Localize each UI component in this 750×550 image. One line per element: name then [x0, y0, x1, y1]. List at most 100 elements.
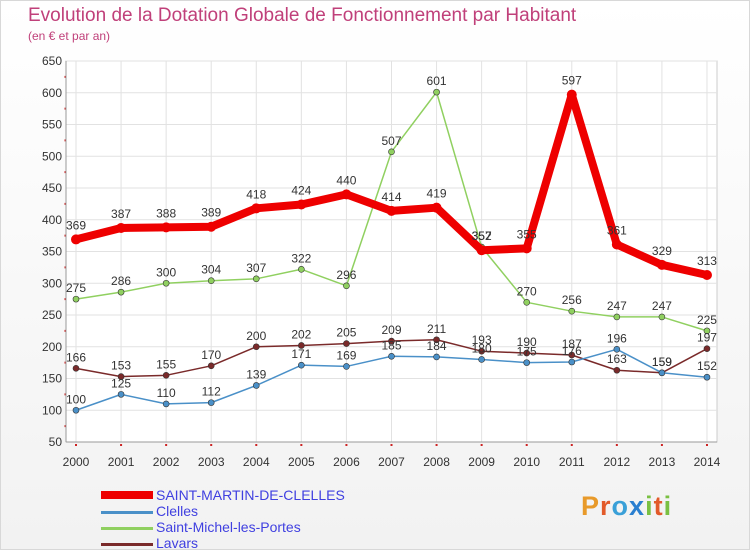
data-label-saint-michel-les-portes: 256 — [562, 293, 582, 307]
data-label-saint-michel-les-portes: 357 — [472, 229, 492, 243]
point-lavars — [252, 343, 260, 351]
proxiti-logo: Proxiti — [581, 491, 673, 521]
data-label-clelles: 169 — [336, 348, 356, 362]
data-label-clelles: 175 — [517, 345, 537, 359]
x-minor-tick — [75, 444, 77, 446]
y-tick-label: 350 — [42, 245, 62, 259]
point-clelles — [252, 382, 260, 389]
point-saint-michel-les-portes — [298, 265, 305, 273]
point-clelles — [162, 400, 170, 408]
point-saint-michel-les-portes — [207, 277, 215, 285]
x-tick-label: 2006 — [333, 455, 360, 469]
x-tick-label: 2004 — [243, 455, 270, 469]
x-minor-tick — [525, 444, 528, 446]
point-lavars — [388, 337, 395, 345]
point-clelles — [343, 363, 350, 370]
point-saint-michel-les-portes — [703, 327, 711, 335]
x-tick-label: 2009 — [468, 455, 495, 469]
point-lavars — [613, 366, 621, 374]
legend-item-lavars[interactable]: Lavars — [101, 535, 421, 549]
legend: SAINT-MARTIN-DE-CLELLES Clelles Saint-Mi… — [101, 487, 421, 549]
data-label-saint-martin-de-clelles: 597 — [562, 74, 582, 88]
legend-item-saint-michel[interactable]: Saint-Michel-les-Portes — [101, 519, 421, 535]
data-label-lavars: 163 — [607, 352, 627, 366]
point-saint-martin-de-clelles — [476, 245, 487, 256]
y-tick-label: 550 — [42, 118, 62, 132]
data-label-clelles: 112 — [202, 385, 221, 399]
y-tick-label: 650 — [42, 54, 62, 68]
point-clelles — [433, 353, 440, 361]
x-tick-label: 2007 — [378, 455, 405, 469]
point-saint-martin-de-clelles — [656, 259, 667, 270]
point-saint-michel-les-portes — [388, 148, 395, 156]
data-label-lavars: 209 — [381, 323, 401, 337]
point-saint-martin-de-clelles — [71, 234, 81, 245]
grid — [65, 60, 718, 443]
data-label-lavars: 202 — [291, 327, 311, 341]
legend-item-clelles[interactable]: Clelles — [101, 503, 421, 519]
data-label-saint-michel-les-portes: 275 — [66, 281, 86, 295]
point-lavars — [433, 336, 440, 344]
data-label-clelles: 139 — [246, 367, 266, 381]
point-saint-michel-les-portes — [433, 88, 440, 96]
x-tick-label: 2013 — [649, 455, 676, 469]
data-label-saint-michel-les-portes: 286 — [111, 274, 131, 288]
data-label-saint-michel-les-portes: 270 — [517, 284, 537, 298]
y-tick-label: 100 — [42, 403, 62, 417]
data-label-clelles: 171 — [291, 347, 311, 361]
x-tick-label: 2011 — [559, 455, 585, 469]
point-saint-martin-de-clelles — [386, 205, 397, 216]
data-label-saint-michel-les-portes: 247 — [607, 299, 627, 313]
y-tick-label: 400 — [42, 213, 62, 227]
data-label-lavars: 205 — [336, 326, 356, 340]
x-tick-label: 2014 — [694, 455, 721, 469]
point-clelles — [298, 361, 305, 369]
legend-label-saint-martin: SAINT-MARTIN-DE-CLELLES — [156, 487, 345, 503]
x-minor-tick — [705, 444, 708, 446]
point-saint-michel-les-portes — [343, 282, 350, 290]
series-group — [71, 88, 712, 414]
x-tick-label: 2003 — [198, 455, 225, 469]
y-tick-label: 250 — [42, 308, 62, 322]
data-label-saint-martin-de-clelles: 369 — [66, 218, 86, 232]
data-label-lavars: 153 — [111, 359, 131, 373]
point-saint-michel-les-portes — [252, 275, 260, 283]
point-saint-michel-les-portes — [72, 295, 80, 303]
point-saint-martin-de-clelles — [701, 269, 712, 280]
data-label-clelles: 196 — [607, 331, 627, 345]
chart-title: Evolution de la Dotation Globale de Fonc… — [28, 5, 577, 26]
y-tick-label: 500 — [42, 149, 62, 163]
point-lavars — [162, 372, 170, 379]
data-label-clelles: 159 — [652, 355, 672, 369]
point-saint-michel-les-portes — [658, 313, 666, 321]
data-label-saint-martin-de-clelles: 387 — [111, 207, 131, 221]
x-minor-tick — [300, 444, 303, 446]
x-minor-tick — [660, 444, 663, 446]
x-tick-label: 2002 — [153, 455, 180, 469]
data-label-saint-martin-de-clelles: 388 — [156, 206, 176, 220]
y-tick-label: 50 — [49, 435, 63, 449]
data-label-saint-michel-les-portes: 225 — [697, 313, 717, 327]
x-minor-tick — [210, 444, 213, 446]
data-label-clelles: 184 — [427, 339, 447, 353]
point-saint-michel-les-portes — [162, 279, 170, 287]
data-label-lavars: 211 — [427, 322, 446, 336]
point-clelles — [703, 373, 711, 381]
x-minor-tick — [255, 444, 258, 446]
x-tick-label: 2008 — [423, 455, 450, 469]
y-tick-label: 600 — [42, 86, 62, 100]
point-saint-michel-les-portes — [117, 288, 125, 296]
x-tick-label: 2001 — [108, 455, 135, 469]
legend-item-saint-martin[interactable]: SAINT-MARTIN-DE-CLELLES — [101, 487, 421, 503]
data-label-clelles: 100 — [66, 392, 86, 406]
data-label-saint-martin-de-clelles: 361 — [607, 224, 627, 238]
legend-swatch-lavars — [101, 543, 153, 546]
x-tick-label: 2012 — [603, 455, 630, 469]
data-label-saint-martin-de-clelles: 329 — [652, 244, 672, 258]
data-label-lavars: 187 — [562, 337, 582, 351]
y-tick-label: 300 — [42, 276, 62, 290]
legend-label-clelles: Clelles — [156, 503, 199, 519]
data-label-saint-martin-de-clelles: 419 — [427, 187, 447, 201]
x-minor-tick — [390, 444, 393, 446]
